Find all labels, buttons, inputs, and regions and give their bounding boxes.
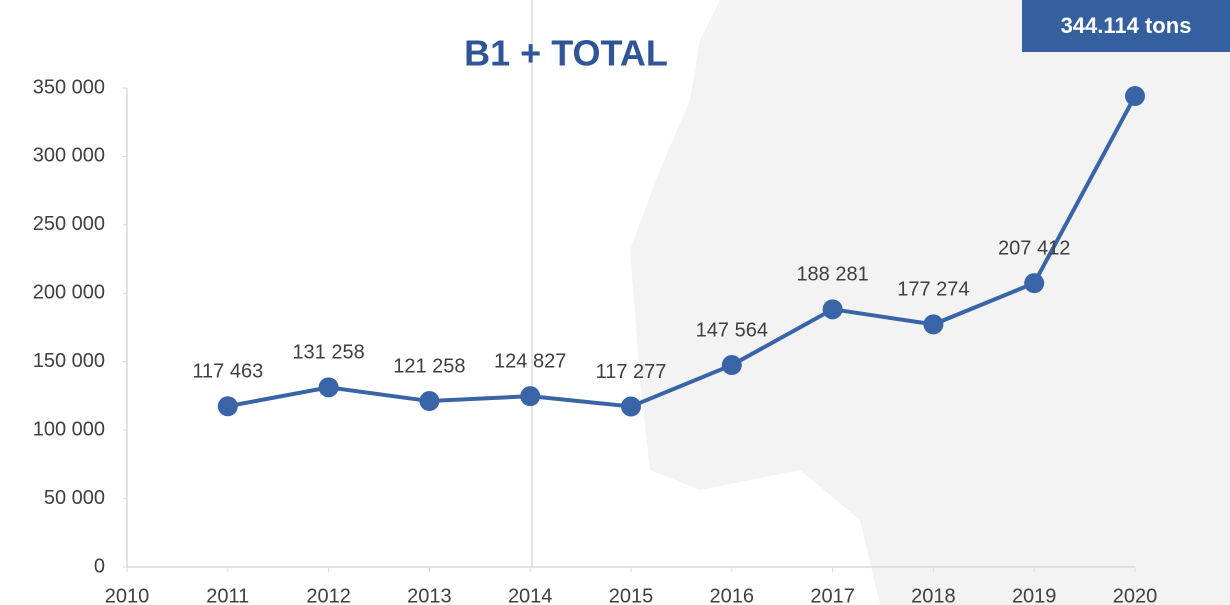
data-label: 124 827: [494, 350, 566, 372]
x-tick-label: 2016: [710, 585, 755, 605]
point: [621, 396, 641, 417]
data-label: 117 463: [192, 361, 263, 383]
point: [1125, 86, 1145, 107]
data-label: 177 274: [897, 279, 969, 301]
x-tick-label: 2013: [407, 585, 452, 605]
x-tick-label: 2017: [810, 585, 855, 605]
point: [520, 386, 541, 407]
x-tick-label: 2012: [306, 585, 351, 605]
point: [217, 396, 238, 417]
y-tick-label: 250 000: [33, 213, 105, 235]
data-label: 121 258: [393, 355, 465, 377]
x-tick-label: 2011: [206, 585, 249, 605]
map-background: [630, 0, 1230, 605]
y-tick-label: 0: [94, 555, 105, 577]
x-tick-label: 2010: [105, 585, 150, 605]
y-tick-label: 350 000: [33, 76, 105, 98]
point: [419, 391, 440, 412]
data-label: 188 281: [796, 264, 868, 286]
annotation: 344.114 tons: [1061, 13, 1192, 38]
x-tick-label: 2014: [508, 585, 553, 605]
x-tick-label: 2015: [609, 585, 654, 605]
point: [923, 314, 944, 335]
x-tick-label: 2019: [1012, 585, 1057, 605]
line: [227, 95, 1137, 409]
point: [1024, 273, 1045, 294]
data-label: 131 258: [292, 342, 364, 364]
data-label: 207 412: [998, 237, 1070, 259]
data-label: 147 564: [696, 319, 768, 341]
y-tick-label: 150 000: [33, 350, 105, 372]
annotation-box: [1022, 0, 1230, 52]
y-tick-label: 200 000: [33, 282, 105, 304]
y-tick-label: 50 000: [44, 487, 105, 509]
point: [721, 355, 742, 376]
y-tick-label: 300 000: [33, 145, 105, 167]
x-tick-label: 2020: [1113, 585, 1158, 605]
point: [318, 377, 339, 398]
y-tick-label: 100 000: [33, 418, 105, 440]
point: [822, 299, 843, 320]
x-tick-label: 2018: [911, 585, 956, 605]
data-label: 117 277: [596, 361, 667, 383]
chart-title: B1 + TOTAL: [464, 33, 668, 74]
